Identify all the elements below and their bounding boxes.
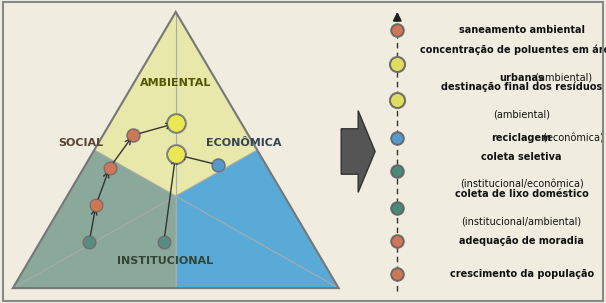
- Point: [84, 240, 94, 245]
- Point: [393, 271, 402, 276]
- Text: (ambiental): (ambiental): [532, 73, 592, 83]
- Text: (institucional/ambiental): (institucional/ambiental): [462, 217, 582, 227]
- Polygon shape: [176, 150, 339, 288]
- Point: [91, 202, 101, 207]
- Point: [393, 62, 402, 66]
- Text: adequação de moradia: adequação de moradia: [459, 235, 584, 246]
- Point: [393, 238, 402, 243]
- Text: destinação final dos resíduos: destinação final dos resíduos: [441, 81, 602, 92]
- Point: [393, 98, 402, 103]
- Point: [213, 162, 223, 167]
- Text: reciclagem: reciclagem: [491, 133, 551, 143]
- Point: [393, 27, 402, 32]
- Point: [213, 162, 223, 167]
- Point: [393, 168, 402, 173]
- Point: [171, 121, 181, 126]
- Text: (social): (social): [604, 25, 606, 35]
- Point: [84, 240, 94, 245]
- Text: concentração de poluentes em áreas: concentração de poluentes em áreas: [421, 45, 606, 55]
- Point: [91, 202, 101, 207]
- Point: [393, 136, 402, 141]
- Text: (institucional/econômica): (institucional/econômica): [460, 180, 584, 190]
- Point: [128, 133, 138, 138]
- Point: [171, 152, 181, 157]
- Point: [393, 62, 402, 66]
- Text: ECONÔMICA: ECONÔMICA: [206, 138, 281, 148]
- Point: [393, 205, 402, 210]
- Text: INSTITUCIONAL: INSTITUCIONAL: [118, 256, 214, 266]
- Text: urbanas: urbanas: [499, 73, 544, 83]
- Text: (social): (social): [604, 235, 606, 246]
- Point: [393, 168, 402, 173]
- Text: AMBIENTAL: AMBIENTAL: [140, 78, 211, 88]
- Polygon shape: [13, 150, 176, 288]
- Point: [393, 271, 402, 276]
- Text: coleta de lixo doméstico: coleta de lixo doméstico: [454, 189, 588, 199]
- Polygon shape: [13, 150, 176, 288]
- Point: [171, 152, 181, 157]
- Point: [393, 238, 402, 243]
- Text: crescimento da população: crescimento da população: [450, 269, 594, 279]
- Point: [128, 133, 138, 138]
- Text: coleta seletiva: coleta seletiva: [481, 152, 562, 162]
- Text: (econômica): (econômica): [541, 133, 604, 143]
- Point: [159, 240, 168, 245]
- Point: [159, 240, 168, 245]
- FancyArrow shape: [341, 111, 375, 192]
- Point: [393, 27, 402, 32]
- Text: SOCIAL: SOCIAL: [58, 138, 103, 148]
- Point: [393, 98, 402, 103]
- Point: [105, 165, 115, 170]
- Point: [171, 121, 181, 126]
- Point: [105, 165, 115, 170]
- Point: [393, 136, 402, 141]
- Text: saneamento ambiental: saneamento ambiental: [459, 25, 585, 35]
- Text: (ambiental): (ambiental): [493, 109, 550, 119]
- Polygon shape: [95, 12, 257, 196]
- Point: [393, 205, 402, 210]
